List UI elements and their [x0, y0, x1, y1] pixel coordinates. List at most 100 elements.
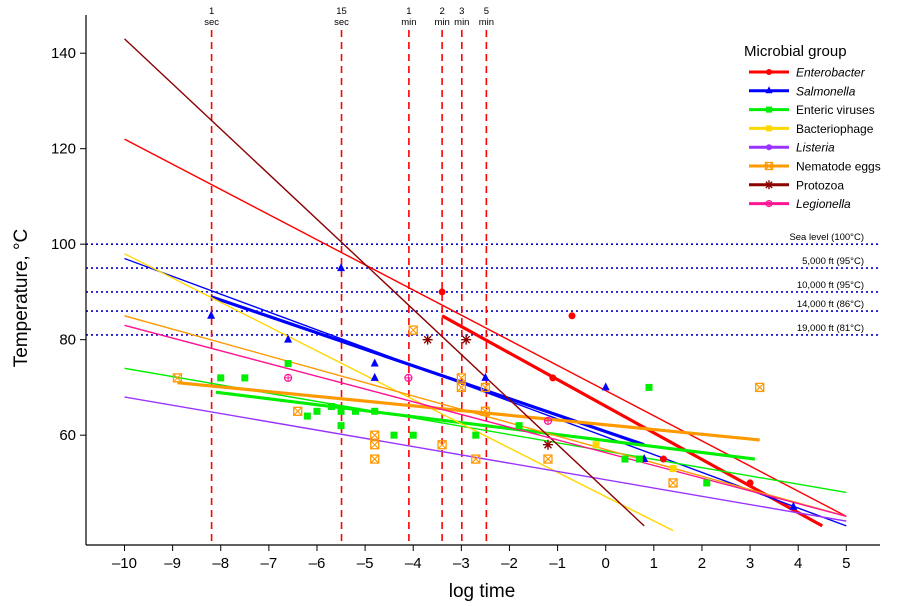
time-marker-unit: min — [479, 17, 494, 28]
x-tick-label: –8 — [212, 555, 229, 572]
point-ring — [765, 200, 773, 208]
x-tick-label: –4 — [405, 555, 422, 572]
time-marker-number: 15 — [336, 6, 347, 17]
data-point — [472, 431, 480, 439]
data-point — [370, 372, 379, 381]
point-plus — [766, 201, 772, 207]
boiling-label: 14,000 ft (86°C) — [797, 299, 864, 310]
boiling-label: 10,000 ft (95°C) — [797, 280, 864, 291]
point-box — [370, 430, 380, 440]
data-point — [327, 403, 335, 411]
data-point — [755, 382, 765, 393]
legend-title: Microbial group — [744, 43, 847, 60]
legend-item: Legionella — [749, 197, 851, 211]
x-tick-label: –2 — [501, 555, 518, 572]
data-point — [284, 360, 292, 368]
point-box — [408, 325, 418, 335]
data-point — [337, 263, 346, 272]
x-tick-label: –3 — [453, 555, 470, 572]
x-tick-label: 1 — [650, 555, 658, 572]
legend-label: Legionella — [796, 197, 851, 211]
point-cross — [543, 454, 553, 464]
data-point — [438, 288, 446, 296]
legend-item: Nematode eggs — [749, 160, 881, 174]
legend-item: Bacteriophage — [749, 122, 874, 136]
data-point — [746, 479, 754, 487]
x-tick-label: –6 — [309, 555, 326, 572]
data-point — [766, 125, 772, 132]
point-box — [437, 440, 447, 450]
point-box — [764, 161, 774, 171]
boiling-point-lines: Sea level (100°C) 5,000 ft (95°C) 10,000 f… — [86, 232, 880, 336]
point-box — [456, 373, 466, 383]
point-cross — [668, 478, 678, 488]
legend-item: Listeria — [749, 141, 835, 155]
data-point — [370, 454, 380, 464]
boiling-label: 5,000 ft (95°C) — [802, 256, 864, 267]
fit-line — [124, 315, 847, 518]
point-box — [543, 454, 553, 464]
point-cross — [370, 440, 380, 450]
data-point — [766, 144, 772, 151]
data-point — [337, 407, 345, 415]
point-cross — [370, 454, 380, 464]
point-cross — [408, 325, 418, 335]
data-point — [543, 454, 553, 464]
point-plus — [544, 417, 551, 424]
legend-label: Listeria — [796, 141, 835, 155]
data-point — [703, 479, 711, 487]
point-cross — [173, 373, 182, 383]
x-tick-label: –10 — [112, 555, 137, 572]
point-box — [480, 406, 491, 416]
x-tick-label: 3 — [746, 555, 754, 572]
x-axis-title: log time — [449, 581, 516, 602]
legend-item: Enteric viruses — [749, 103, 875, 117]
data-point — [515, 422, 523, 430]
data-point — [766, 106, 772, 113]
fit-line — [124, 324, 847, 518]
point-cross — [437, 440, 447, 450]
data-point — [284, 373, 293, 382]
time-marker-number: 5 — [484, 6, 489, 17]
x-tick-label: –1 — [549, 555, 566, 572]
point-box — [471, 454, 481, 464]
time-marker-unit: min — [454, 17, 469, 28]
point-cross — [370, 430, 380, 440]
data-point — [568, 312, 576, 320]
fit-line — [177, 381, 760, 442]
data-point — [284, 334, 293, 343]
point-cross — [456, 373, 466, 383]
point-box — [456, 382, 466, 393]
data-point — [549, 374, 557, 382]
series-fit-lines — [124, 38, 847, 532]
point-ring — [284, 373, 293, 382]
point-cross — [481, 406, 490, 416]
data-point — [351, 407, 359, 415]
fit-line — [124, 138, 847, 517]
point-plus — [285, 374, 292, 381]
data-point — [404, 373, 413, 382]
data-point — [765, 200, 773, 208]
legend: Microbial group Enterobacter Salmonella En… — [744, 43, 881, 211]
time-marker-unit: sec — [334, 17, 349, 28]
x-tick-label: –5 — [357, 555, 374, 572]
data-point — [471, 454, 481, 464]
data-point — [371, 407, 379, 415]
data-point — [293, 406, 303, 416]
fit-line — [124, 38, 645, 527]
point-ring — [543, 416, 553, 425]
data-point — [172, 373, 183, 383]
data-point — [601, 382, 610, 391]
data-point — [668, 478, 678, 488]
data-point — [635, 455, 643, 463]
data-point — [456, 382, 466, 393]
x-tick-label: 2 — [698, 555, 706, 572]
time-marker-unit: sec — [204, 17, 219, 28]
y-tick-label: 100 — [51, 236, 76, 253]
fit-line — [215, 390, 756, 461]
data-point — [789, 501, 798, 510]
legend-item: Enterobacter — [749, 66, 866, 80]
data-point — [241, 374, 249, 382]
